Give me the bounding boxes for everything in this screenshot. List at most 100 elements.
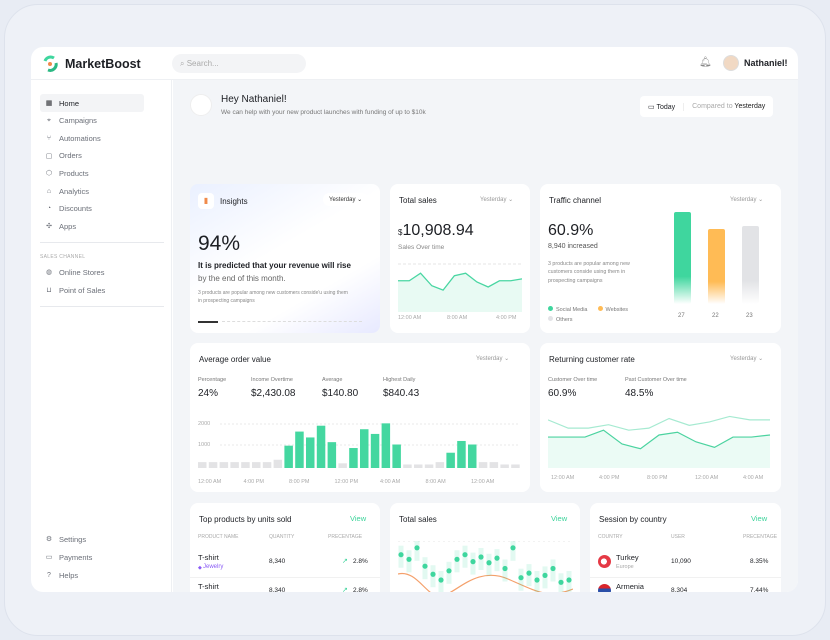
- total-sales-line-chart: [398, 263, 522, 312]
- data-point: [414, 545, 420, 551]
- area: [548, 430, 770, 468]
- stat-value: $840.43: [383, 388, 420, 399]
- stat-value: 24%: [198, 388, 219, 399]
- compared-label: Compared to: [692, 103, 733, 110]
- sidebar-item-orders[interactable]: ▢ Orders: [40, 147, 144, 165]
- data-point: [438, 577, 444, 583]
- table-row[interactable]: [190, 549, 380, 578]
- table-row[interactable]: [590, 549, 781, 578]
- legend-item: Others: [548, 316, 573, 323]
- stat-label: Average: [322, 377, 343, 383]
- search-placeholder: Search...: [186, 59, 219, 68]
- order-bar: [208, 462, 218, 468]
- main-content: Hey Nathaniel! We can help with your new…: [173, 80, 798, 592]
- order-bar: [295, 431, 304, 468]
- avg-order-period-dropdown[interactable]: Yesterday: [470, 352, 515, 365]
- order-bar: [219, 462, 229, 468]
- total-sales2-view-link[interactable]: View: [551, 514, 568, 523]
- area: [398, 273, 522, 312]
- order-bar: [370, 433, 380, 468]
- x-tick: 12:00 AM: [695, 475, 719, 481]
- data-point: [558, 579, 564, 585]
- flag-turkey-icon: [598, 555, 611, 568]
- data-point: [470, 559, 476, 565]
- percentage: 2.8%: [353, 558, 368, 565]
- sidebar-item-automations[interactable]: ⑂ Automations: [40, 129, 144, 147]
- order-bar: [316, 425, 326, 468]
- today-button[interactable]: ▭ Today: [640, 102, 685, 111]
- top-products-view-link[interactable]: View: [350, 514, 367, 523]
- sidebar-item-online-stores[interactable]: ◍ Online Stores: [40, 263, 144, 281]
- top-products-card: Top products by units sold View PRODUCT …: [190, 503, 380, 592]
- currency: $: [398, 228, 403, 237]
- sidebar-item-label: Apps: [59, 221, 77, 231]
- column-header: USER: [671, 534, 685, 540]
- cart-icon: ⊔: [46, 287, 52, 294]
- total-sales-card: Total sales Yesterday $10,908.94 Sales O…: [390, 184, 530, 333]
- x-tick: 4:00 PM: [243, 479, 264, 485]
- order-bar: [489, 462, 499, 468]
- returning-line-chart: [548, 415, 771, 468]
- sidebar-item-settings[interactable]: ⚙ Settings: [40, 530, 144, 548]
- legend-label: Websites: [605, 307, 629, 313]
- help-icon: ?: [47, 571, 51, 579]
- sidebar-item-label: Home: [59, 98, 80, 108]
- sidebar-item-helps[interactable]: ? Helps: [40, 566, 144, 584]
- order-bar: [435, 462, 445, 468]
- total-sales-scatter-card: Total sales View 12:00 AM4:00 PM8:00 PM1…: [390, 503, 580, 592]
- search-input[interactable]: ⌕ Search...: [172, 54, 306, 73]
- carousel-dots[interactable]: [222, 321, 362, 322]
- returning-period-dropdown[interactable]: Yesterday: [724, 352, 769, 365]
- traffic-period-dropdown[interactable]: Yesterday: [724, 193, 769, 206]
- insights-period-dropdown[interactable]: Yesterday: [323, 193, 369, 206]
- user-menu[interactable]: Nathaniel!: [723, 55, 788, 71]
- order-bar: [403, 464, 412, 468]
- legend-dot: [548, 316, 553, 321]
- series-line: [548, 415, 770, 431]
- order-bar: [273, 459, 283, 468]
- order-bar: [446, 452, 455, 468]
- compared-button[interactable]: Compared to Yesterday: [684, 103, 773, 110]
- sidebar-item-discounts[interactable]: ◔ Discounts: [40, 200, 144, 218]
- order-bar: [414, 464, 423, 468]
- sidebar-item-home[interactable]: ▦ Home: [40, 94, 144, 112]
- x-tick: 12:00 PM: [334, 479, 359, 485]
- sidebar-item-products[interactable]: ⬡ Products: [40, 164, 144, 182]
- search-icon: ⌕: [180, 59, 187, 68]
- percentage: 7.44%: [750, 587, 769, 592]
- stat-value: $2,430.08: [251, 388, 296, 399]
- data-point: [478, 554, 484, 560]
- data-point: [510, 545, 516, 551]
- order-bar: [424, 464, 434, 468]
- stat-label: Past Customer Over time: [625, 377, 687, 383]
- logo[interactable]: MarketBoost: [41, 55, 141, 73]
- carousel-dot-active[interactable]: [198, 321, 218, 323]
- sidebar-item-campaigns[interactable]: ⌖ Campaigns: [40, 112, 144, 130]
- sidebar-item-payments[interactable]: ▭ Payments: [40, 548, 144, 566]
- sidebar-item-apps[interactable]: ✣ Apps: [40, 217, 144, 235]
- user-count: 8,304: [671, 587, 688, 592]
- x-tick: 8:00 PM: [647, 475, 668, 481]
- sidebar-item-analytics[interactable]: ⌂ Analytics: [40, 182, 144, 200]
- total-sales-candle-chart: [398, 541, 573, 592]
- insights-headline-2: by the end of this month.: [198, 274, 286, 283]
- bell-icon[interactable]: 🔔︎: [699, 57, 712, 68]
- total-sales-title: Total sales: [399, 196, 437, 205]
- insights-headline: It is predicted that your revenue will r…: [198, 261, 351, 270]
- traffic-title: Traffic channel: [549, 196, 602, 205]
- avg-order-bar-chart: [198, 423, 520, 468]
- total-sales-period-dropdown[interactable]: Yesterday: [474, 193, 519, 206]
- user-count: 10,090: [671, 558, 691, 565]
- returning-title: Returning customer rate: [549, 355, 635, 364]
- insights-card: ▮ Insights Yesterday 94% It is predicted…: [190, 184, 380, 333]
- order-bar: [252, 462, 261, 468]
- card-icon: ▭: [45, 554, 53, 561]
- data-point: [502, 565, 508, 572]
- date-range-picker[interactable]: ▭ Today Compared to Yesterday: [640, 96, 774, 117]
- session-view-link[interactable]: View: [751, 514, 768, 523]
- sidebar-item-label: Settings: [59, 534, 87, 544]
- x-tick: 4:00 AM: [743, 475, 764, 481]
- sidebar-item-point-of-sales[interactable]: ⊔ Point of Sales: [40, 281, 144, 299]
- amount: 10,908.94: [402, 222, 474, 239]
- product-category: Jewelry: [203, 564, 224, 570]
